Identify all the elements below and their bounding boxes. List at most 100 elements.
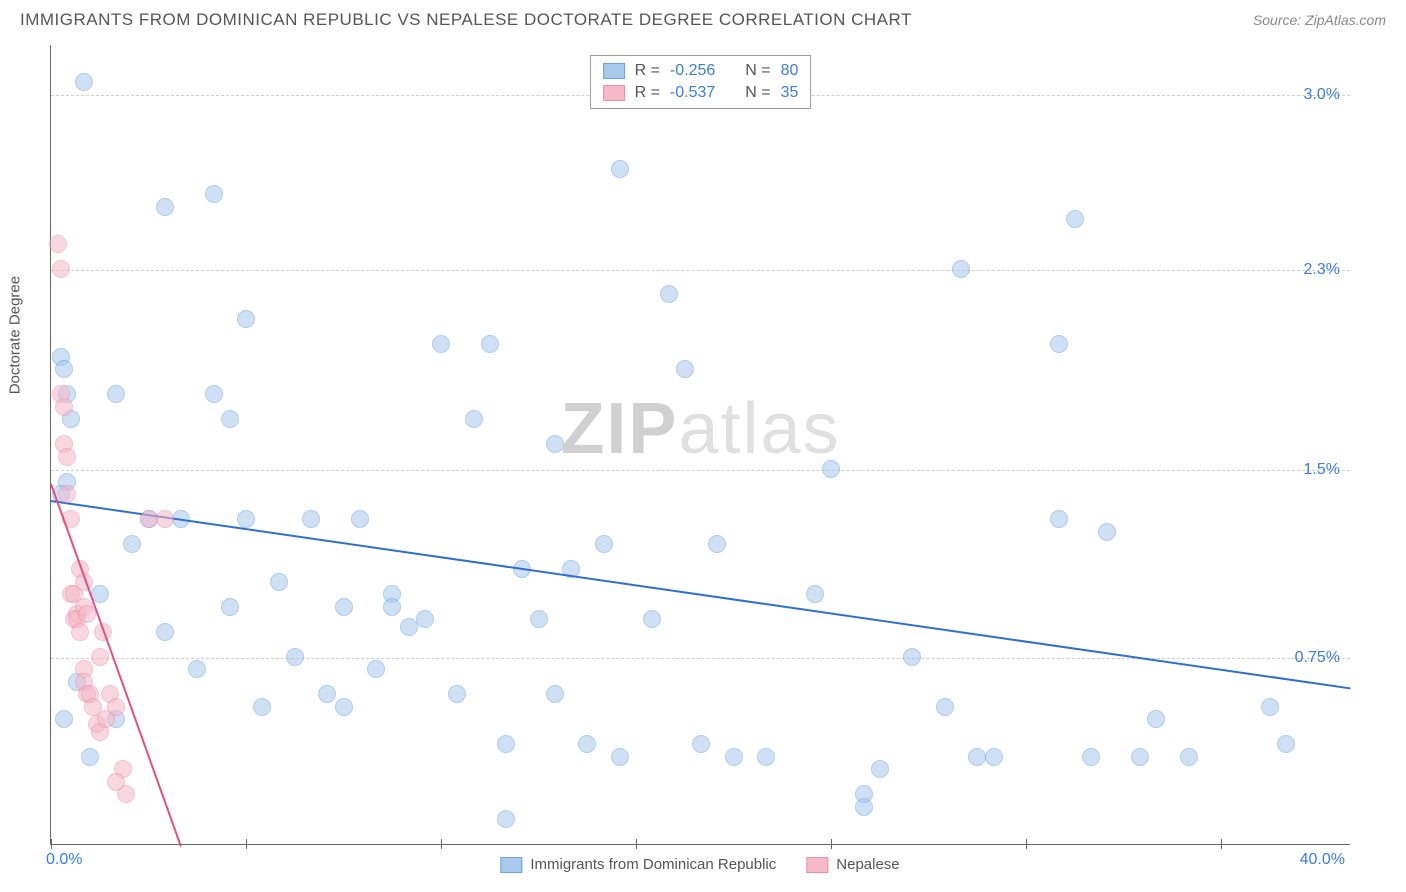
- data-point: [58, 448, 76, 466]
- chart-source: Source: ZipAtlas.com: [1253, 12, 1386, 28]
- data-point: [578, 735, 596, 753]
- data-point: [55, 360, 73, 378]
- data-point: [1147, 710, 1165, 728]
- legend-r-value: -0.537: [670, 84, 715, 102]
- data-point: [78, 605, 96, 623]
- legend-swatch: [500, 857, 522, 873]
- y-axis-label: Doctorate Degree: [7, 276, 24, 394]
- data-point: [383, 598, 401, 616]
- data-point: [156, 510, 174, 528]
- legend-swatch: [603, 85, 625, 101]
- data-point: [367, 660, 385, 678]
- plot-area: ZIPatlas R =-0.256N =80R =-0.537N =35 0.…: [50, 45, 1350, 845]
- data-point: [58, 485, 76, 503]
- legend-r-label: R =: [635, 62, 660, 80]
- data-point: [335, 698, 353, 716]
- data-point: [660, 285, 678, 303]
- data-point: [432, 335, 450, 353]
- legend-correlation-row: R = -0.537 N = 35: [603, 82, 799, 104]
- legend-series: Immigrants from Dominican Republic Nepale…: [500, 856, 899, 873]
- legend-n-label: N =: [745, 84, 770, 102]
- data-point: [481, 335, 499, 353]
- trend-line: [51, 500, 1351, 689]
- data-point: [1180, 748, 1198, 766]
- legend-series-item: Immigrants from Dominican Republic: [500, 856, 776, 873]
- data-point: [643, 610, 661, 628]
- data-point: [55, 710, 73, 728]
- data-point: [1277, 735, 1295, 753]
- data-point: [530, 610, 548, 628]
- data-point: [221, 410, 239, 428]
- data-point: [871, 760, 889, 778]
- data-point: [708, 535, 726, 553]
- y-tick-label: 3.0%: [1304, 86, 1340, 104]
- chart-header: IMMIGRANTS FROM DOMINICAN REPUBLIC VS NE…: [0, 0, 1406, 30]
- data-point: [335, 598, 353, 616]
- y-tick-label: 2.3%: [1304, 261, 1340, 279]
- watermark-atlas: atlas: [678, 389, 840, 469]
- data-point: [416, 610, 434, 628]
- legend-swatch: [603, 63, 625, 79]
- data-point: [822, 460, 840, 478]
- y-tick-label: 0.75%: [1295, 649, 1340, 667]
- legend-series-item: Nepalese: [806, 856, 899, 873]
- legend-n-value: 35: [781, 84, 799, 102]
- chart-container: Doctorate Degree ZIPatlas R =-0.256N =80…: [50, 45, 1350, 845]
- data-point: [465, 410, 483, 428]
- data-point: [71, 623, 89, 641]
- legend-correlation: R = -0.256 N = 80 R = -0.537 N = 35: [590, 55, 812, 109]
- data-point: [52, 260, 70, 278]
- gridline: [51, 270, 1350, 271]
- data-point: [205, 385, 223, 403]
- legend-r-label: R =: [635, 84, 660, 102]
- x-tick: [636, 839, 637, 849]
- data-point: [1098, 523, 1116, 541]
- data-point: [546, 685, 564, 703]
- data-point: [855, 785, 873, 803]
- data-point: [123, 535, 141, 553]
- x-tick: [51, 839, 52, 849]
- data-point: [985, 748, 1003, 766]
- data-point: [97, 710, 115, 728]
- data-point: [253, 698, 271, 716]
- data-point: [903, 648, 921, 666]
- data-point: [1050, 335, 1068, 353]
- data-point: [611, 748, 629, 766]
- data-point: [725, 748, 743, 766]
- x-tick: [1221, 839, 1222, 849]
- x-tick: [831, 839, 832, 849]
- data-point: [676, 360, 694, 378]
- data-point: [1261, 698, 1279, 716]
- data-point: [546, 435, 564, 453]
- data-point: [611, 160, 629, 178]
- legend-r-value: -0.256: [670, 62, 715, 80]
- data-point: [1131, 748, 1149, 766]
- x-min-label: 0.0%: [46, 851, 82, 869]
- data-point: [448, 685, 466, 703]
- data-point: [286, 648, 304, 666]
- data-point: [107, 385, 125, 403]
- data-point: [692, 735, 710, 753]
- data-point: [107, 773, 125, 791]
- data-point: [75, 73, 93, 91]
- data-point: [270, 573, 288, 591]
- data-point: [1066, 210, 1084, 228]
- data-point: [497, 735, 515, 753]
- data-point: [221, 598, 239, 616]
- x-max-label: 40.0%: [1300, 851, 1345, 869]
- data-point: [302, 510, 320, 528]
- data-point: [156, 623, 174, 641]
- data-point: [237, 310, 255, 328]
- legend-swatch: [806, 857, 828, 873]
- data-point: [595, 535, 613, 553]
- data-point: [188, 660, 206, 678]
- data-point: [318, 685, 336, 703]
- data-point: [156, 198, 174, 216]
- x-tick: [1026, 839, 1027, 849]
- x-tick: [441, 839, 442, 849]
- legend-n-value: 80: [781, 62, 799, 80]
- data-point: [806, 585, 824, 603]
- data-point: [1082, 748, 1100, 766]
- legend-correlation-row: R =-0.256N =80: [603, 60, 799, 82]
- data-point: [205, 185, 223, 203]
